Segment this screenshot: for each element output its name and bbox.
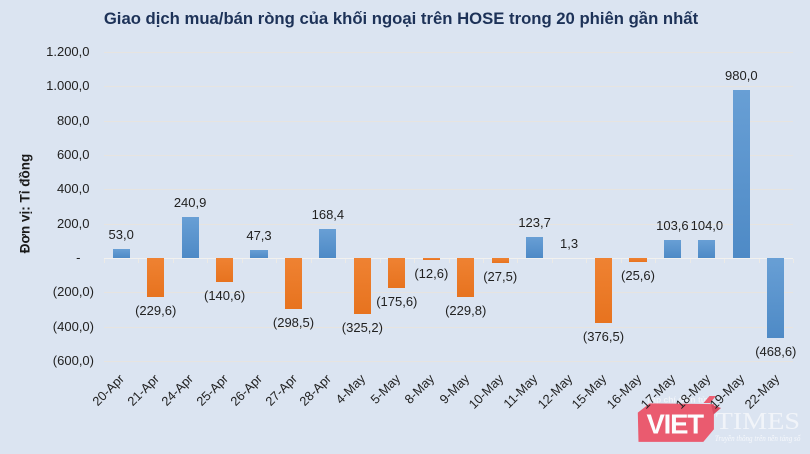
svg-text:Truyền thông trên nền tảng số: Truyền thông trên nền tảng số: [715, 434, 801, 443]
svg-text:VIET: VIET: [647, 409, 705, 440]
svg-text:TIMES: TIMES: [716, 409, 801, 435]
svg-text:Tạp chí điện tử: Tạp chí điện tử: [646, 395, 708, 405]
